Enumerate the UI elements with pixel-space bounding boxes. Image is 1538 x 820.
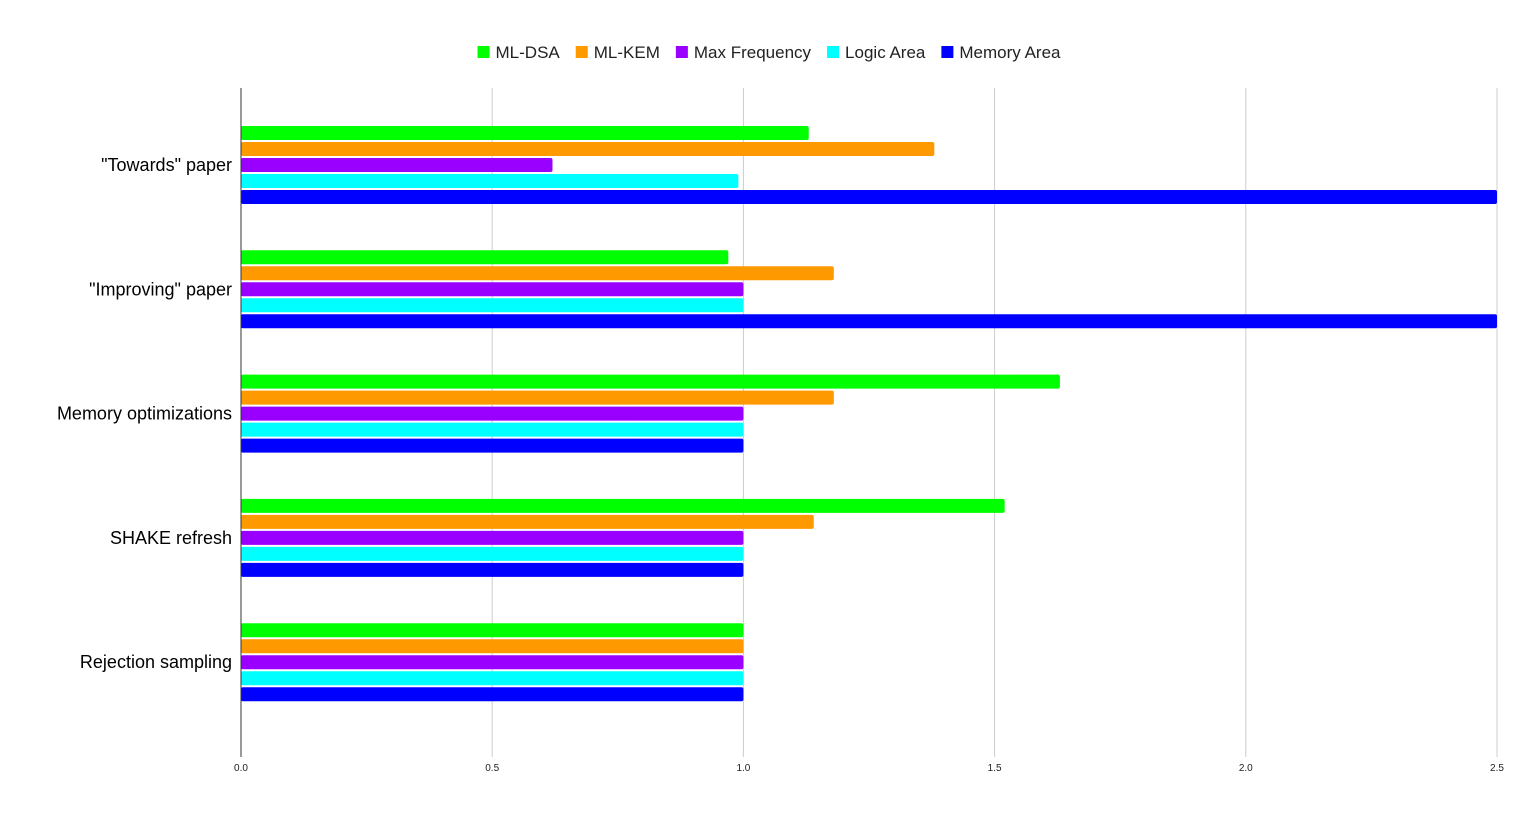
legend-label: ML-DSA xyxy=(496,43,561,62)
x-axis: 0.0 0.5 1.0 1.5 2.0 2.5 xyxy=(234,763,1504,774)
legend-item: Logic Area xyxy=(827,43,926,62)
x-tick-label: 1.0 xyxy=(736,763,750,774)
bar-group xyxy=(241,250,1497,329)
bar xyxy=(241,126,809,140)
bar xyxy=(241,438,744,453)
legend-swatch xyxy=(827,46,840,58)
y-axis: "Towards" paper "Improving" paper Memory o… xyxy=(57,88,242,757)
bar xyxy=(241,390,834,405)
bar-group xyxy=(241,126,1497,204)
legend-item: ML-DSA xyxy=(477,43,561,62)
bars xyxy=(241,126,1497,702)
bar xyxy=(241,314,1497,329)
x-tick-label: 0.0 xyxy=(234,763,248,774)
x-tick-label: 0.5 xyxy=(485,763,499,774)
bar xyxy=(241,687,744,702)
legend-label: Logic Area xyxy=(845,43,926,62)
bar xyxy=(241,190,1497,204)
bar xyxy=(241,374,1060,389)
legend-swatch xyxy=(941,46,954,58)
bar xyxy=(241,298,744,313)
bar xyxy=(241,623,744,638)
legend-item: Memory Area xyxy=(941,43,1061,62)
bar-group xyxy=(241,623,744,702)
bar xyxy=(241,655,744,670)
bar-group xyxy=(241,374,1060,453)
bar xyxy=(241,530,744,545)
bar xyxy=(241,514,814,529)
legend-swatch xyxy=(575,46,588,58)
category-label: Memory optimizations xyxy=(57,404,232,424)
legend-label: Max Frequency xyxy=(694,43,812,62)
bar xyxy=(241,498,1005,513)
x-tick-label: 2.0 xyxy=(1239,763,1253,774)
legend: ML-DSA ML-KEM Max Frequency Logic Area Memor… xyxy=(477,43,1061,62)
bar xyxy=(241,142,935,156)
legend-label: Memory Area xyxy=(959,43,1061,62)
bar xyxy=(241,546,744,561)
x-tick-label: 2.5 xyxy=(1490,763,1504,774)
bar xyxy=(241,266,834,281)
bar xyxy=(241,406,744,421)
category-label: Rejection sampling xyxy=(80,652,232,672)
legend-item: ML-KEM xyxy=(575,43,660,62)
bar xyxy=(241,639,744,654)
legend-swatch xyxy=(675,46,688,58)
legend-item: Max Frequency xyxy=(675,43,812,62)
category-label: SHAKE refresh xyxy=(110,528,232,548)
x-tick-label: 1.5 xyxy=(988,763,1002,774)
legend-swatch xyxy=(477,46,490,58)
bar xyxy=(241,671,744,686)
bar xyxy=(241,158,553,172)
bar-group xyxy=(241,498,1005,577)
legend-label: ML-KEM xyxy=(594,43,660,62)
bar xyxy=(241,174,739,188)
bar xyxy=(241,562,744,577)
bar xyxy=(241,282,744,297)
category-label: "Improving" paper xyxy=(89,279,232,299)
category-label: "Towards" paper xyxy=(101,155,232,175)
bar xyxy=(241,422,744,437)
bar xyxy=(241,250,729,265)
